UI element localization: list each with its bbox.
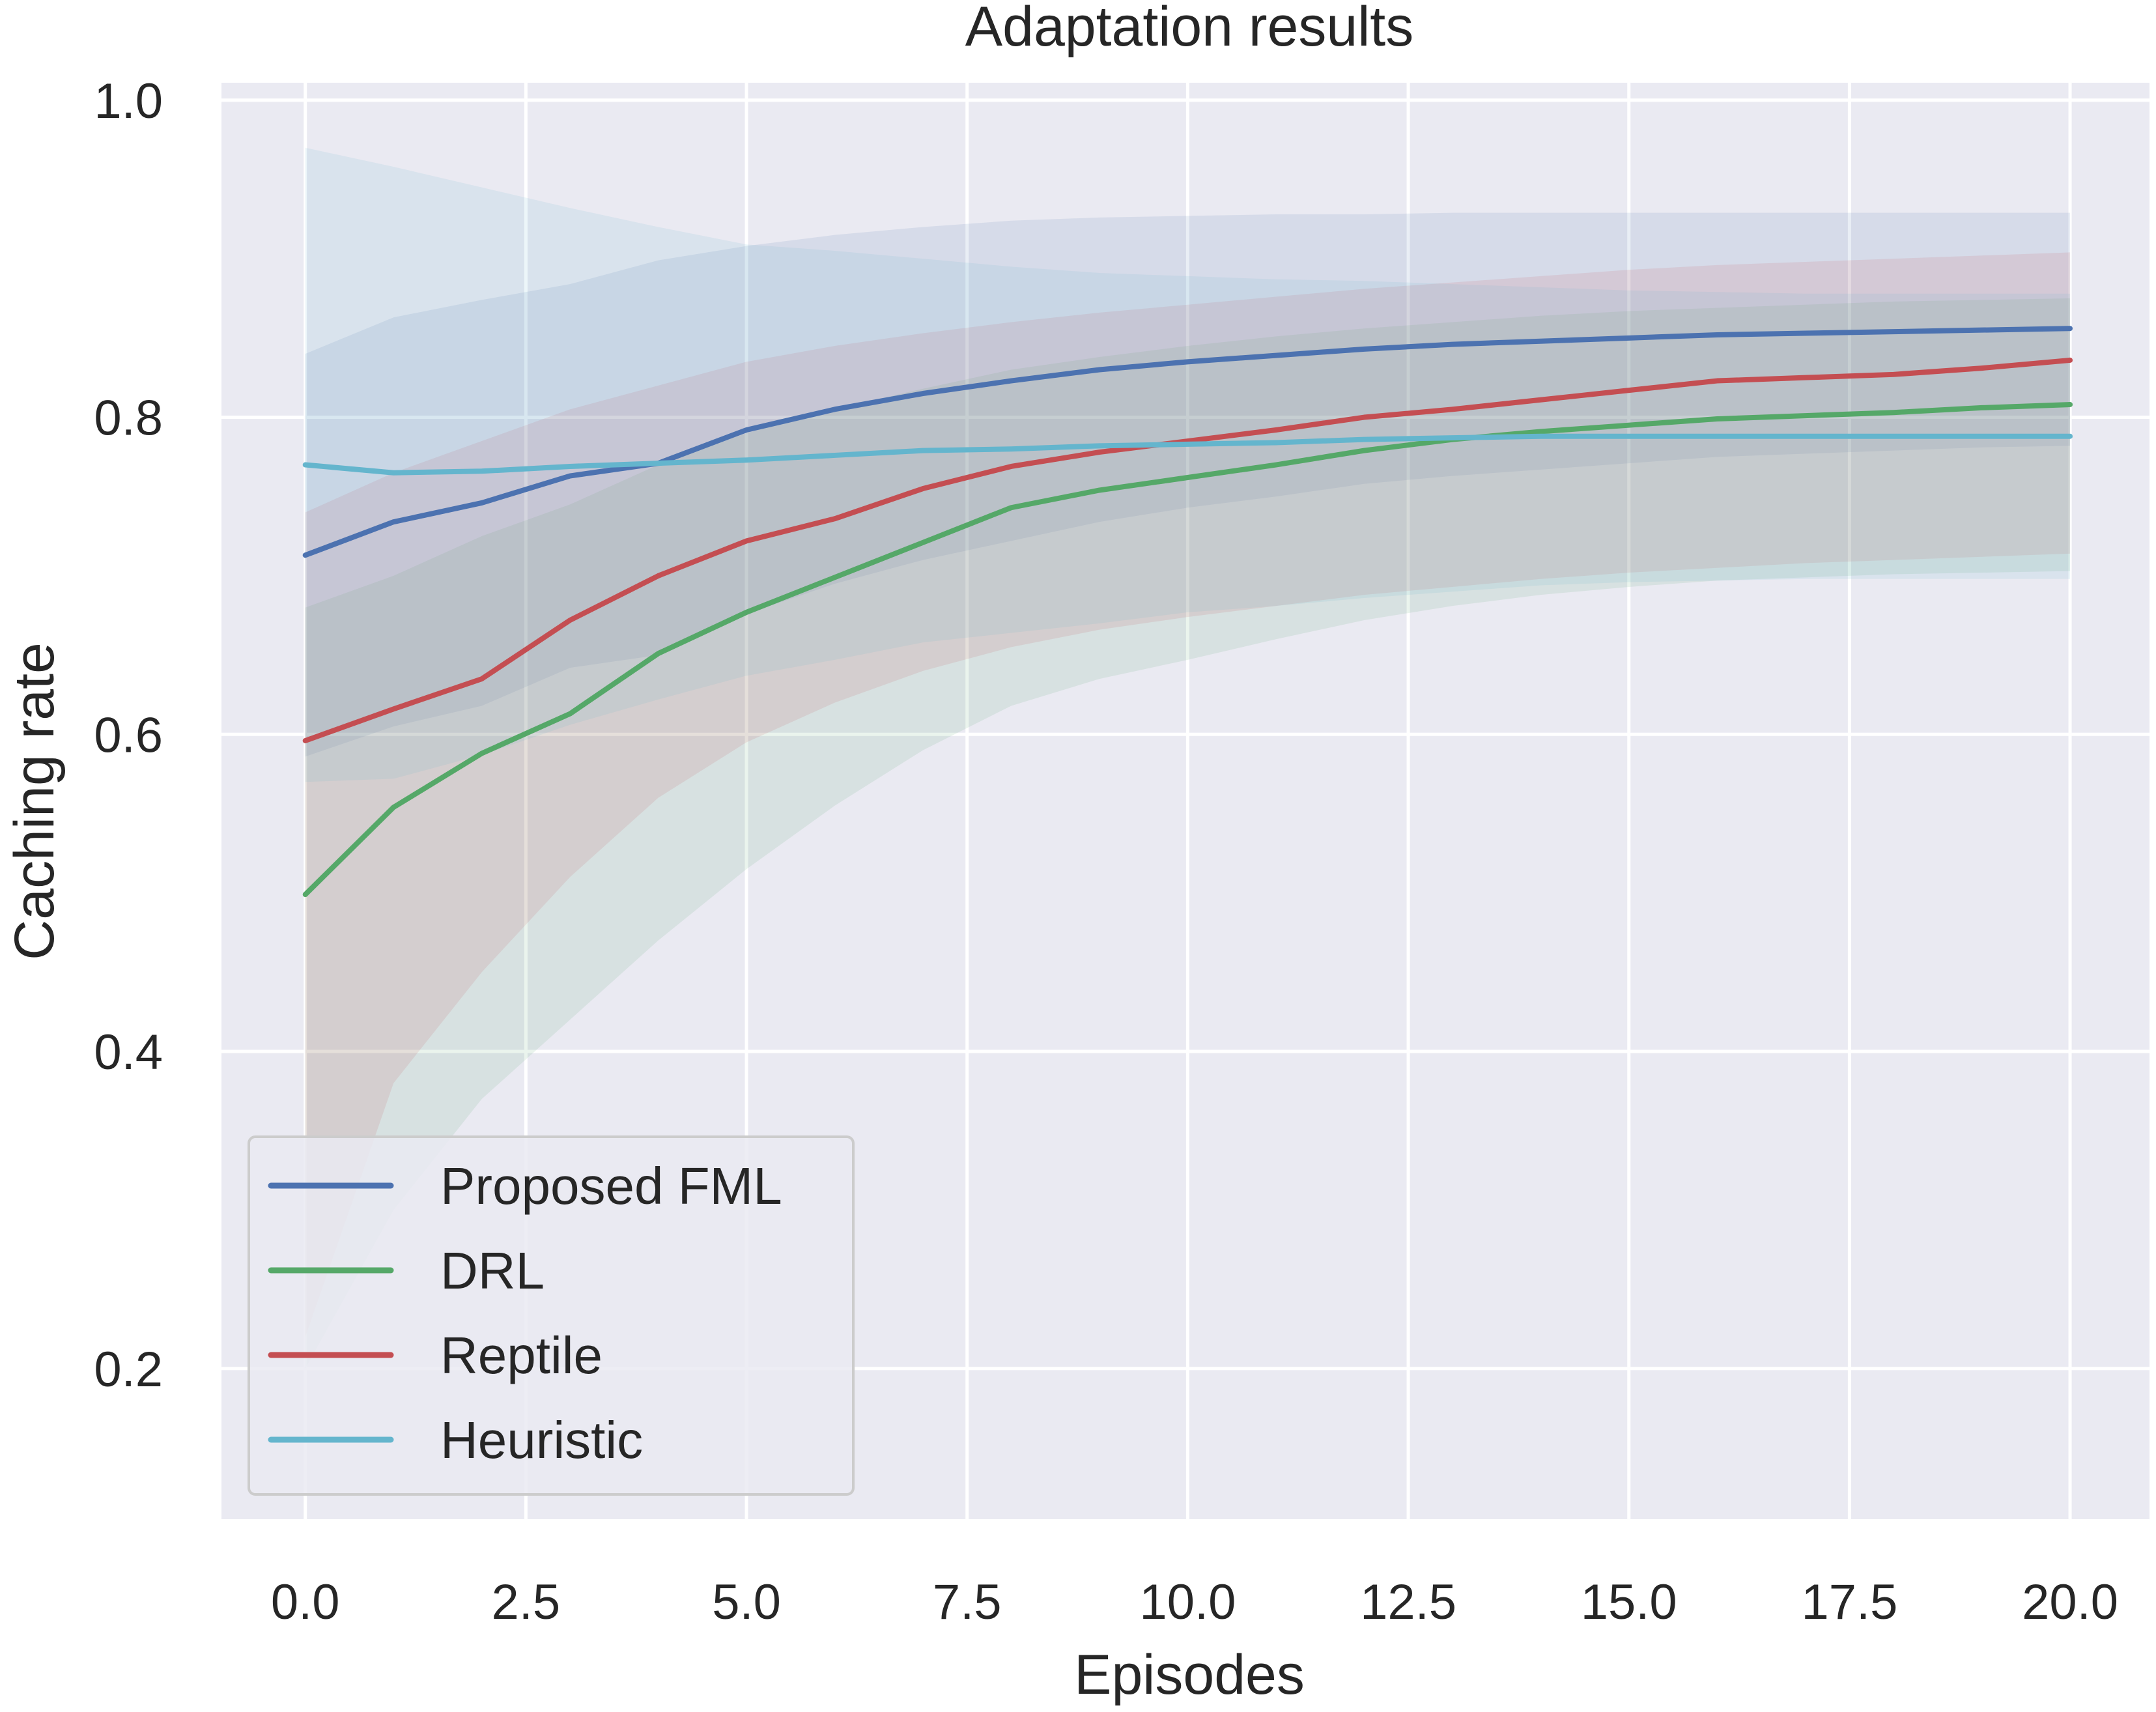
y-tick-label: 0.4 bbox=[94, 1025, 163, 1080]
legend-box bbox=[248, 1135, 855, 1496]
y-gridlines bbox=[221, 98, 2149, 1371]
legend-item-reptile: Reptile bbox=[268, 1326, 603, 1384]
legend-label: Heuristic bbox=[440, 1411, 643, 1469]
x-tick-labels: 0.0 2.5 5.0 7.5 10.0 12.5 15.0 17.5 20.0 bbox=[271, 1575, 2118, 1630]
y-tick-labels: 0.2 0.4 0.6 0.8 1.0 bbox=[94, 74, 163, 1397]
x-tick-label: 5.0 bbox=[712, 1575, 781, 1630]
y-tick-label: 0.8 bbox=[94, 391, 163, 446]
legend-label: DRL bbox=[440, 1242, 545, 1300]
x-tick-label: 15.0 bbox=[1581, 1575, 1677, 1630]
band-heuristic bbox=[305, 147, 2071, 782]
band-reptile bbox=[305, 252, 2071, 1337]
legend-item-heuristic: Heuristic bbox=[268, 1411, 643, 1469]
legend-label: Proposed FML bbox=[440, 1157, 782, 1215]
line-heuristic bbox=[302, 433, 2073, 476]
x-tick-label: 7.5 bbox=[933, 1575, 1002, 1630]
confidence-bands bbox=[305, 147, 2071, 1369]
band-drl bbox=[305, 298, 2071, 1369]
legend: Proposed FML DRL Reptile Heuristic bbox=[248, 1135, 855, 1496]
y-tick-label: 0.2 bbox=[94, 1342, 163, 1397]
line-drl bbox=[302, 402, 2073, 898]
x-tick-label: 10.0 bbox=[1139, 1575, 1236, 1630]
x-axis-label: Episodes bbox=[1074, 1644, 1305, 1706]
line-proposed-fml bbox=[302, 326, 2073, 558]
x-tick-label: 17.5 bbox=[1801, 1575, 1897, 1630]
y-tick-label: 1.0 bbox=[94, 74, 163, 129]
line-reptile bbox=[302, 357, 2073, 744]
legend-item-proposed-fml: Proposed FML bbox=[268, 1157, 782, 1215]
legend-item-drl: DRL bbox=[268, 1242, 545, 1300]
x-tick-label: 0.0 bbox=[271, 1575, 340, 1630]
band-proposed-fml bbox=[305, 212, 2071, 757]
series-lines bbox=[302, 326, 2073, 898]
chart-title: Adaptation results bbox=[965, 0, 1413, 58]
x-tick-label: 12.5 bbox=[1360, 1575, 1456, 1630]
x-tick-label: 20.0 bbox=[2022, 1575, 2118, 1630]
legend-label: Reptile bbox=[440, 1326, 603, 1384]
y-axis-label: Caching rate bbox=[3, 642, 66, 960]
y-tick-label: 0.6 bbox=[94, 707, 163, 763]
x-tick-label: 2.5 bbox=[492, 1575, 561, 1630]
x-gridlines bbox=[304, 83, 2072, 1519]
